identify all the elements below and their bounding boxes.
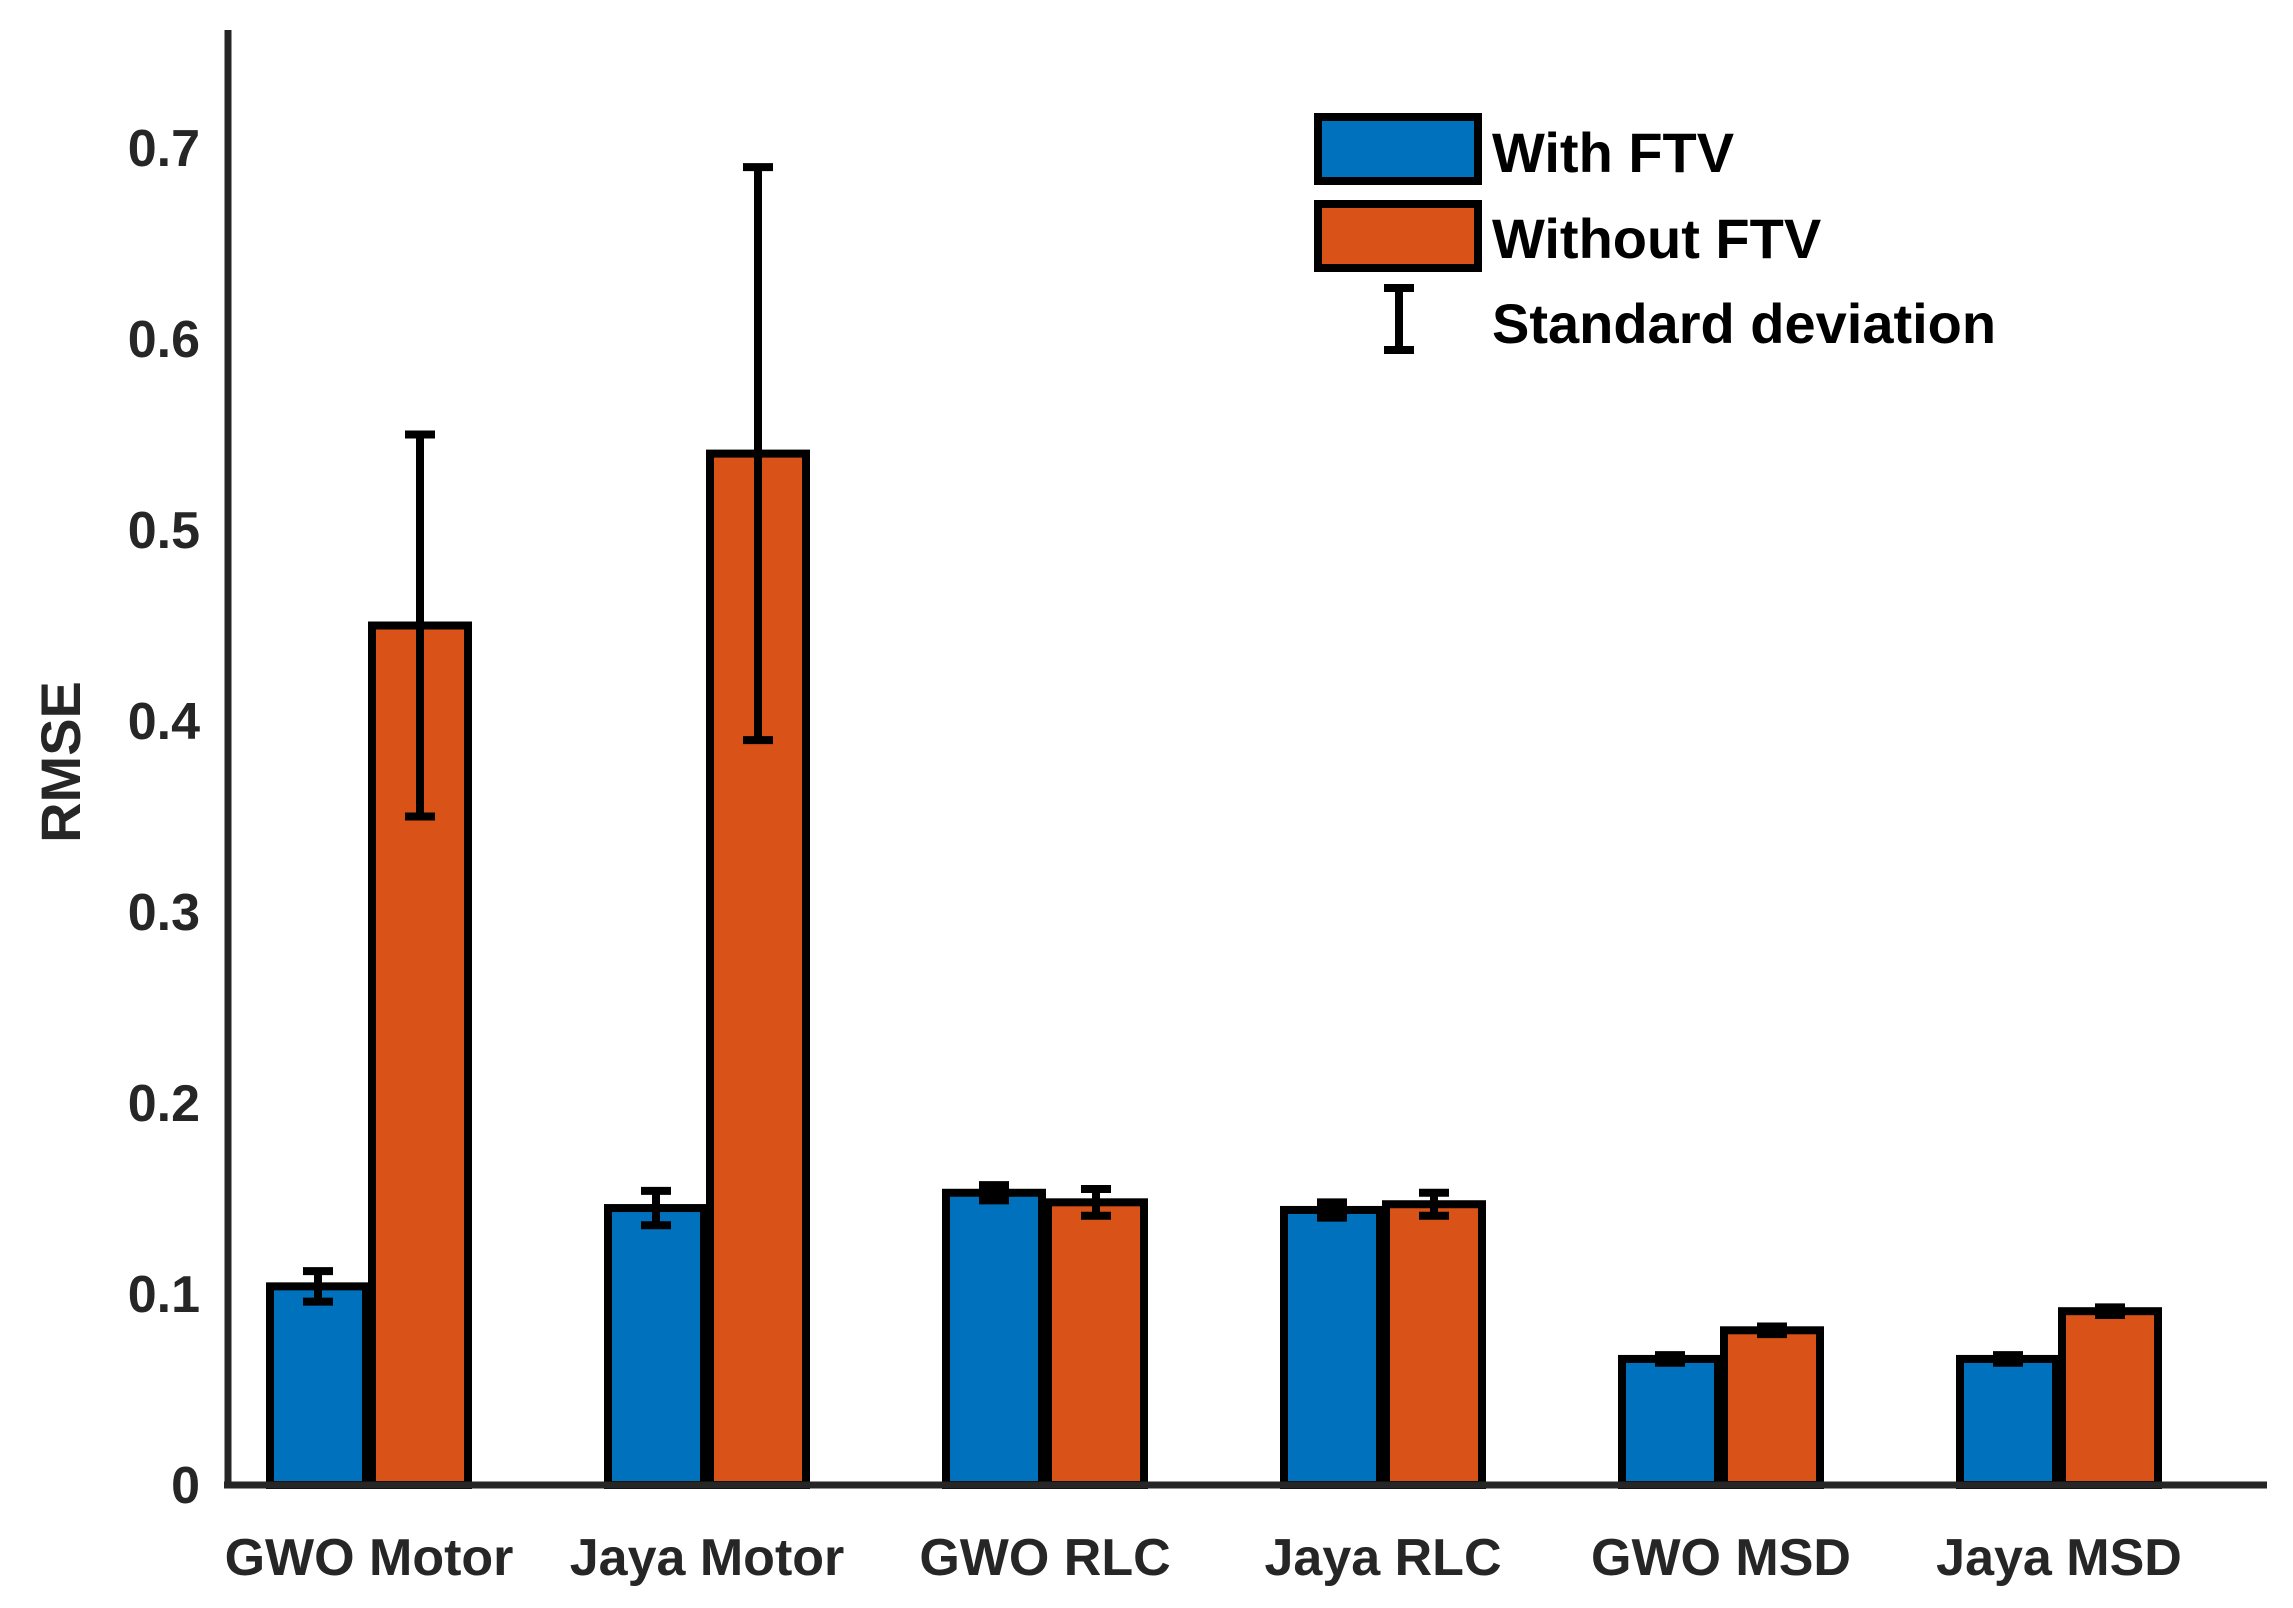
x-tick-labels: GWO Motor Jaya Motor GWO RLC Jaya RLC GWO MS… xyxy=(225,1529,2182,1587)
bar-without-ftv-gwo-msd xyxy=(1720,1326,1824,1490)
bar-with-ftv-gwo-rlc xyxy=(942,1188,1046,1490)
y-axis-title: RMSE xyxy=(29,681,92,843)
bar-without-ftv-jaya-rlc xyxy=(1382,1200,1486,1489)
error-bar-with-ftv-gwo-rlc xyxy=(979,1181,1009,1205)
x-tick-label-jaya-rlc: Jaya RLC xyxy=(1265,1529,1502,1587)
bar-without-ftv-gwo-rlc xyxy=(1044,1198,1148,1489)
error-bar-with-ftv-gwo-msd xyxy=(1655,1351,1685,1367)
y-tick-label: 0.2 xyxy=(128,1075,200,1133)
legend-swatch-without-ftv xyxy=(1314,200,1482,272)
error-bar-without-ftv-gwo-msd xyxy=(1757,1322,1787,1339)
error-bar-without-ftv-jaya-rlc xyxy=(1419,1188,1449,1220)
x-tick-label-jaya-motor: Jaya Motor xyxy=(570,1529,845,1587)
bar-without-ftv-jaya-msd xyxy=(2058,1307,2162,1489)
bar-with-ftv-jaya-rlc xyxy=(1280,1205,1384,1489)
bars-layer xyxy=(266,449,2162,1490)
y-tick-label: 0.1 xyxy=(128,1266,200,1324)
y-tick-labels: 0 0.1 0.2 0.3 0.4 0.5 0.6 0.7 xyxy=(128,120,200,1515)
bar-with-ftv-gwo-msd xyxy=(1618,1354,1722,1489)
legend-swatch-with-ftv xyxy=(1314,113,1482,185)
error-bar-without-ftv-jaya-msd xyxy=(2095,1303,2125,1320)
legend-label-without-ftv: Without FTV xyxy=(1492,207,1821,270)
error-bar-without-ftv-jaya-motor xyxy=(743,163,773,745)
error-bar-without-ftv-gwo-rlc xyxy=(1081,1184,1111,1220)
y-tick-label: 0.5 xyxy=(128,502,200,560)
error-bars-layer xyxy=(303,163,2125,1367)
error-bar-with-ftv-jaya-msd xyxy=(1993,1351,2023,1367)
x-tick-label-gwo-motor: GWO Motor xyxy=(225,1529,514,1587)
error-bar-with-ftv-gwo-motor xyxy=(303,1267,333,1306)
x-tick-label-gwo-msd: GWO MSD xyxy=(1591,1529,1851,1587)
x-tick-label-gwo-rlc: GWO RLC xyxy=(919,1529,1170,1587)
error-bar-with-ftv-jaya-rlc xyxy=(1317,1198,1347,1222)
bar-with-ftv-jaya-msd xyxy=(1956,1354,2060,1489)
error-bar-with-ftv-jaya-motor xyxy=(641,1186,671,1230)
legend: With FTV Without FTV Standard deviation xyxy=(1314,113,1996,355)
y-tick-label: 0.3 xyxy=(128,884,200,942)
bar-with-ftv-gwo-motor xyxy=(266,1282,370,1489)
y-tick-label: 0 xyxy=(171,1457,200,1515)
axes xyxy=(224,30,2267,1489)
error-bar-without-ftv-gwo-motor xyxy=(405,430,435,821)
x-tick-label-jaya-msd: Jaya MSD xyxy=(1936,1529,2182,1587)
y-tick-label: 0.4 xyxy=(128,693,200,751)
legend-label-with-ftv: With FTV xyxy=(1492,121,1734,184)
y-tick-label: 0.7 xyxy=(128,120,200,178)
y-tick-label: 0.6 xyxy=(128,311,200,369)
legend-label-standard-deviation: Standard deviation xyxy=(1492,292,1996,355)
legend-error-bar-icon xyxy=(1384,284,1414,354)
bar-with-ftv-jaya-motor xyxy=(604,1204,708,1490)
